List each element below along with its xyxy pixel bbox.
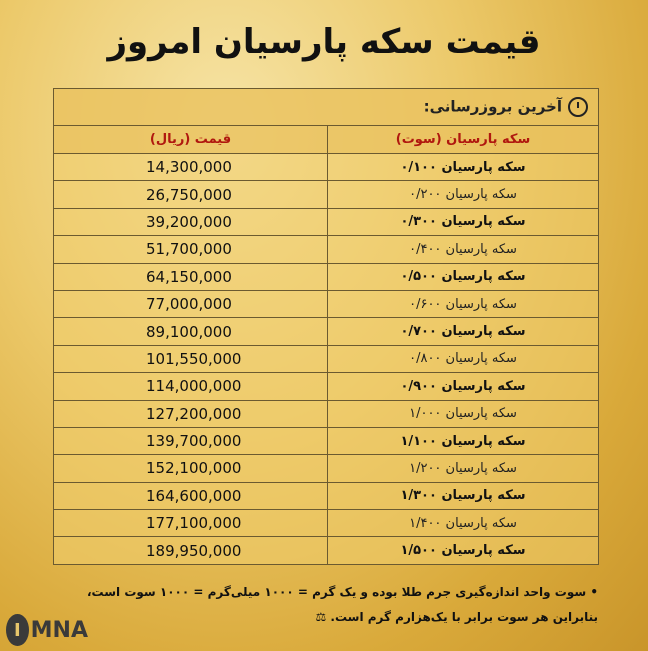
coin-price: 39,200,000 [53, 207, 328, 237]
coin-price: 139,700,000 [53, 426, 328, 456]
table-row: سکه پارسیان ۱/۵۰۰ 189,950,000 [53, 536, 599, 565]
table-row: سکه پارسیان ۰/۳۰۰ 39,200,000 [53, 207, 599, 237]
table-row: سکه پارسیان ۰/۸۰۰ 101,550,000 [53, 344, 599, 374]
coin-name: سکه پارسیان ۱/۲۰۰ [327, 454, 599, 483]
coin-price: 89,100,000 [53, 317, 328, 346]
coin-name: سکه پارسیان ۰/۲۰۰ [327, 180, 599, 209]
table-row: سکه پارسیان ۰/۴۰۰ 51,700,000 [53, 235, 599, 264]
coin-name: سکه پارسیان ۰/۸۰۰ [327, 344, 599, 374]
imna-logo: I MNA [6, 612, 88, 648]
coin-price: 77,000,000 [53, 289, 328, 319]
table-row: سکه پارسیان ۰/۹۰۰ 114,000,000 [53, 372, 599, 401]
coin-name: سکه پارسیان ۰/۹۰۰ [327, 372, 599, 401]
coin-price: 14,300,000 [53, 152, 328, 182]
table-row: سکه پارسیان ۰/۲۰۰ 26,750,000 [53, 180, 599, 209]
column-header-price: قیمت (ریال) [53, 125, 328, 154]
last-update-cell: آخرین بروزرسانی: [53, 88, 599, 126]
table-row: سکه پارسیان ۱/۲۰۰ 152,100,000 [53, 454, 599, 483]
coin-price: 127,200,000 [53, 399, 328, 428]
coin-price: 26,750,000 [53, 180, 328, 209]
coin-price: 64,150,000 [53, 262, 328, 291]
coin-price: 152,100,000 [53, 454, 328, 483]
last-update-label: آخرین بروزرسانی: [423, 97, 562, 116]
page-title: قیمت سکه پارسیان امروز [107, 22, 541, 62]
footnote-2: بنابراین هر سوت برابر با یک‌هزارم گرم اس… [315, 610, 598, 624]
table-row: سکه پارسیان ۰/۵۰۰ 64,150,000 [53, 262, 599, 291]
table-row: سکه پارسیان ۰/۶۰۰ 77,000,000 [53, 289, 599, 319]
table-row: سکه پارسیان ۰/۱۰۰ 14,300,000 [53, 152, 599, 182]
coin-name: سکه پارسیان ۰/۵۰۰ [327, 262, 599, 291]
coin-name: سکه پارسیان ۰/۴۰۰ [327, 235, 599, 264]
table-row: سکه پارسیان ۱/۳۰۰ 164,600,000 [53, 481, 599, 511]
column-header-name: سکه پارسیان (سوت) [327, 125, 599, 154]
coin-name: سکه پارسیان ۱/۰۰۰ [327, 399, 599, 428]
coin-price: 101,550,000 [53, 344, 328, 374]
table-row: سکه پارسیان ۰/۷۰۰ 89,100,000 [53, 317, 599, 346]
table-row: سکه پارسیان ۱/۴۰۰ 177,100,000 [53, 509, 599, 538]
coin-name: سکه پارسیان ۱/۵۰۰ [327, 536, 599, 565]
footnote-1: • سوت واحد اندازه‌گیری جرم طلا بوده و یک… [86, 585, 598, 599]
coin-name: سکه پارسیان ۰/۶۰۰ [327, 289, 599, 319]
coin-name: سکه پارسیان ۰/۳۰۰ [327, 207, 599, 237]
coin-price: 164,600,000 [53, 481, 328, 511]
coin-price: 189,950,000 [53, 536, 328, 565]
coin-name: سکه پارسیان ۰/۷۰۰ [327, 317, 599, 346]
coin-price: 51,700,000 [53, 235, 328, 264]
coin-name: سکه پارسیان ۱/۱۰۰ [327, 426, 599, 456]
coin-name: سکه پارسیان ۱/۴۰۰ [327, 509, 599, 538]
table-row: سکه پارسیان ۱/۰۰۰ 127,200,000 [53, 399, 599, 428]
clock-icon [568, 97, 588, 117]
coin-name: سکه پارسیان ۰/۱۰۰ [327, 152, 599, 182]
coin-price: 114,000,000 [53, 372, 328, 401]
coin-name: سکه پارسیان ۱/۳۰۰ [327, 481, 599, 511]
coin-price: 177,100,000 [53, 509, 328, 538]
table-row: سکه پارسیان ۱/۱۰۰ 139,700,000 [53, 426, 599, 456]
price-table: آخرین بروزرسانی: سکه پارسیان (سوت) قیمت (… [53, 88, 599, 565]
